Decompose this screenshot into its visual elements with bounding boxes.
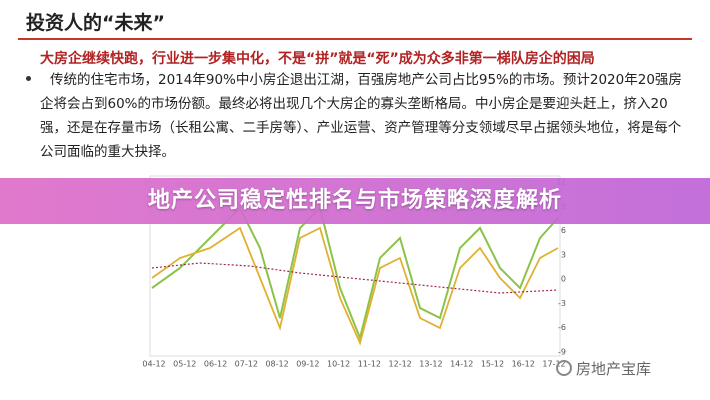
paragraph: 传统的住宅市场，2014年90%中小房企退出江湖，百强房地产公司占比95%的市场… [40,72,682,160]
x-label: 17-12 [542,360,565,369]
right-label: 6 [561,226,566,235]
right-label: 0 [561,275,566,284]
x-label: 10-12 [327,360,350,369]
x-label: 08-12 [265,360,288,369]
watermark-icon [556,360,572,376]
x-label: 13-12 [419,360,442,369]
right-label: -9 [558,348,566,357]
x-label: 05-12 [173,360,196,369]
right-label: 3 [561,250,566,259]
bullet [26,76,31,81]
x-label: 16-12 [512,360,535,369]
banner-bg [0,178,710,224]
line [151,262,559,294]
right-label: -3 [558,299,566,308]
title: 投资人的“未来” [26,12,165,34]
x-label: 07-12 [235,360,258,369]
watermark: 房地产宝库 [576,360,652,378]
line [151,226,559,346]
x-label: 06-12 [204,360,227,369]
x-label: 15-12 [481,360,504,369]
subheading: 大房企继续快跑，行业进一步集中化，不是“拼”就是“死”成为众多非第一梯队房企的困… [40,51,595,67]
title-rule [18,38,692,40]
x-label: 14-12 [450,360,473,369]
x-label: 11-12 [358,360,381,369]
x-label: 04-12 [142,360,165,369]
x-label: 12-12 [389,360,412,369]
x-label: 09-12 [296,360,319,369]
right-label: -6 [558,323,566,332]
banner-title: 地产公司稳定性排名与市场策略深度解析 [147,188,562,213]
